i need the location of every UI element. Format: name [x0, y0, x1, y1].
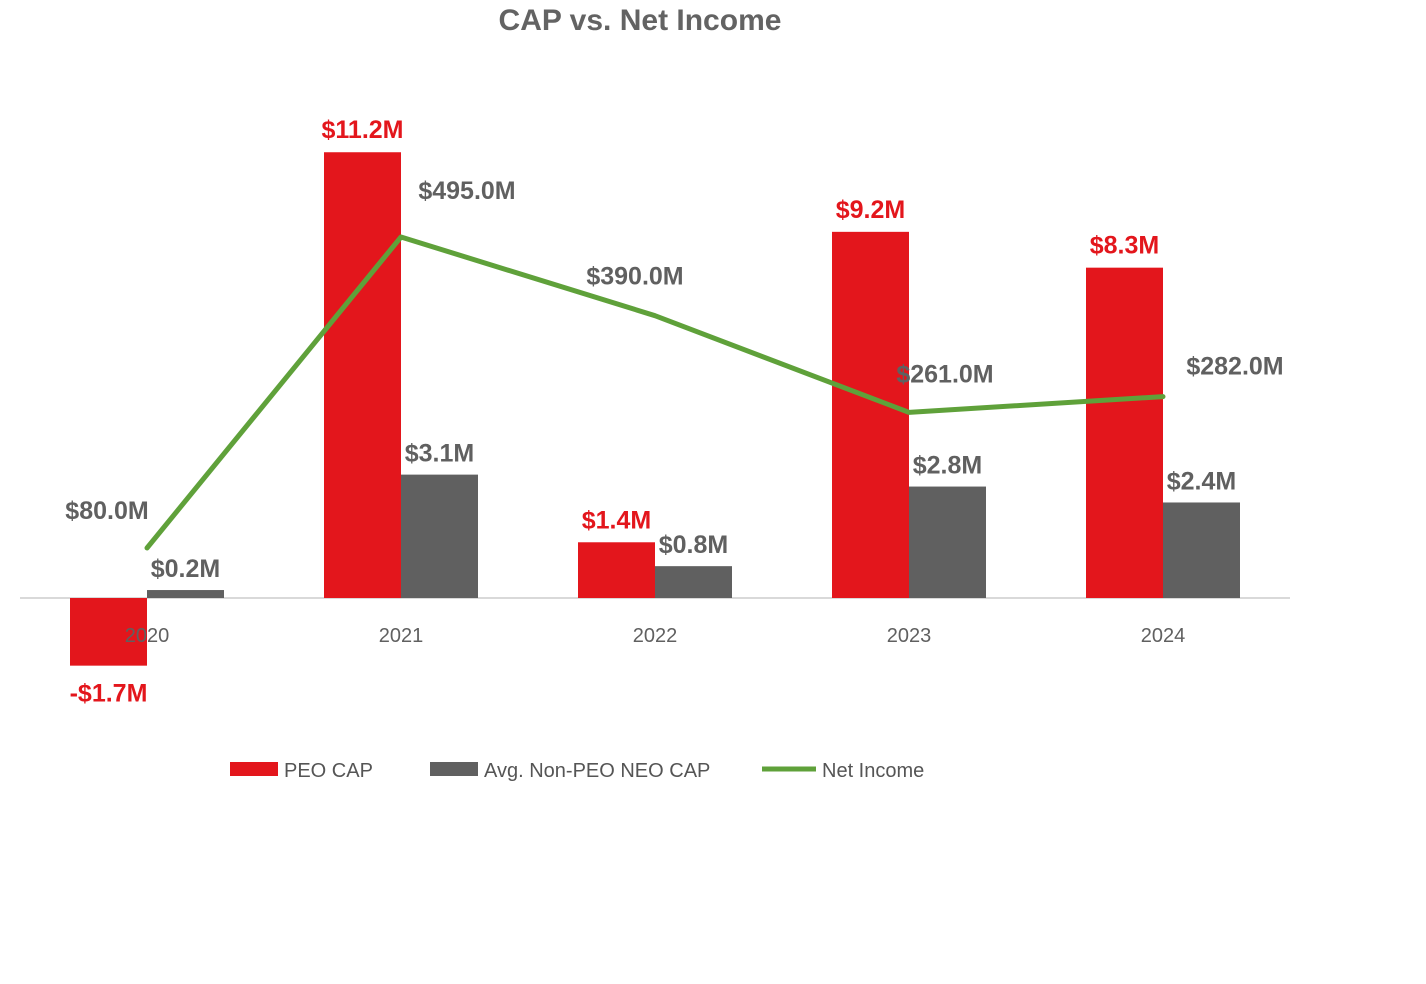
bar-peo-cap-2024 — [1086, 267, 1163, 598]
bar-neo-cap-2024 — [1163, 502, 1240, 598]
legend-label-peo-cap: PEO CAP — [284, 760, 373, 782]
data-label-peo-cap-2021: $11.2M — [321, 116, 403, 144]
data-label-peo-cap-2020: -$1.7M — [70, 680, 148, 708]
bar-neo-cap-2021 — [401, 474, 478, 598]
line-net-income — [144, 234, 1166, 551]
x-tick-label-2022: 2022 — [633, 625, 678, 647]
x-tick-label-2020: 2020 — [125, 625, 170, 647]
data-label-neo-cap-2024: $2.4M — [1167, 467, 1236, 495]
data-label-net-income-2024: $282.0M — [1186, 353, 1283, 381]
data-label-net-income-2022: $390.0M — [586, 263, 683, 291]
data-label-neo-cap-2020: $0.2M — [151, 555, 220, 583]
x-tick-label-2024: 2024 — [1141, 625, 1186, 647]
data-label-net-income-2023: $261.0M — [896, 360, 993, 388]
legend-swatch-avg-non-peo-neo-cap — [430, 762, 478, 776]
bar-peo-cap-2021 — [324, 152, 401, 599]
data-label-net-income-2020: $80.0M — [65, 497, 148, 525]
data-label-peo-cap-2022: $1.4M — [582, 506, 651, 534]
data-label-net-income-2021: $495.0M — [418, 177, 515, 205]
legend-label-avg-non-peo-neo-cap: Avg. Non-PEO NEO CAP — [484, 760, 710, 782]
bar-peo-cap-2023 — [832, 231, 909, 598]
data-label-neo-cap-2023: $2.8M — [913, 452, 982, 480]
data-label-peo-cap-2023: $9.2M — [836, 196, 905, 224]
legend-label-net-income: Net Income — [822, 760, 924, 782]
bar-peo-cap-2020 — [70, 598, 147, 666]
bar-neo-cap-2022 — [655, 566, 732, 598]
data-label-peo-cap-2024: $8.3M — [1090, 232, 1159, 260]
x-tick-label-2021: 2021 — [379, 625, 424, 647]
data-label-neo-cap-2022: $0.8M — [659, 531, 728, 559]
data-label-neo-cap-2021: $3.1M — [405, 440, 474, 468]
x-tick-label-2023: 2023 — [887, 625, 932, 647]
legend: PEO CAP Avg. Non-PEO NEO CAP Net Income — [230, 760, 924, 782]
bar-peo-cap-2022 — [578, 542, 655, 598]
chart-title: CAP vs. Net Income — [499, 4, 782, 37]
legend-swatch-peo-cap — [230, 762, 278, 776]
bar-neo-cap-2023 — [909, 486, 986, 598]
plot-area: 2020 -$1.7M $0.2M 2021 $11.2M $3.1M 2022 $1.4M $… — [20, 116, 1290, 708]
bar-neo-cap-2020 — [147, 590, 224, 598]
